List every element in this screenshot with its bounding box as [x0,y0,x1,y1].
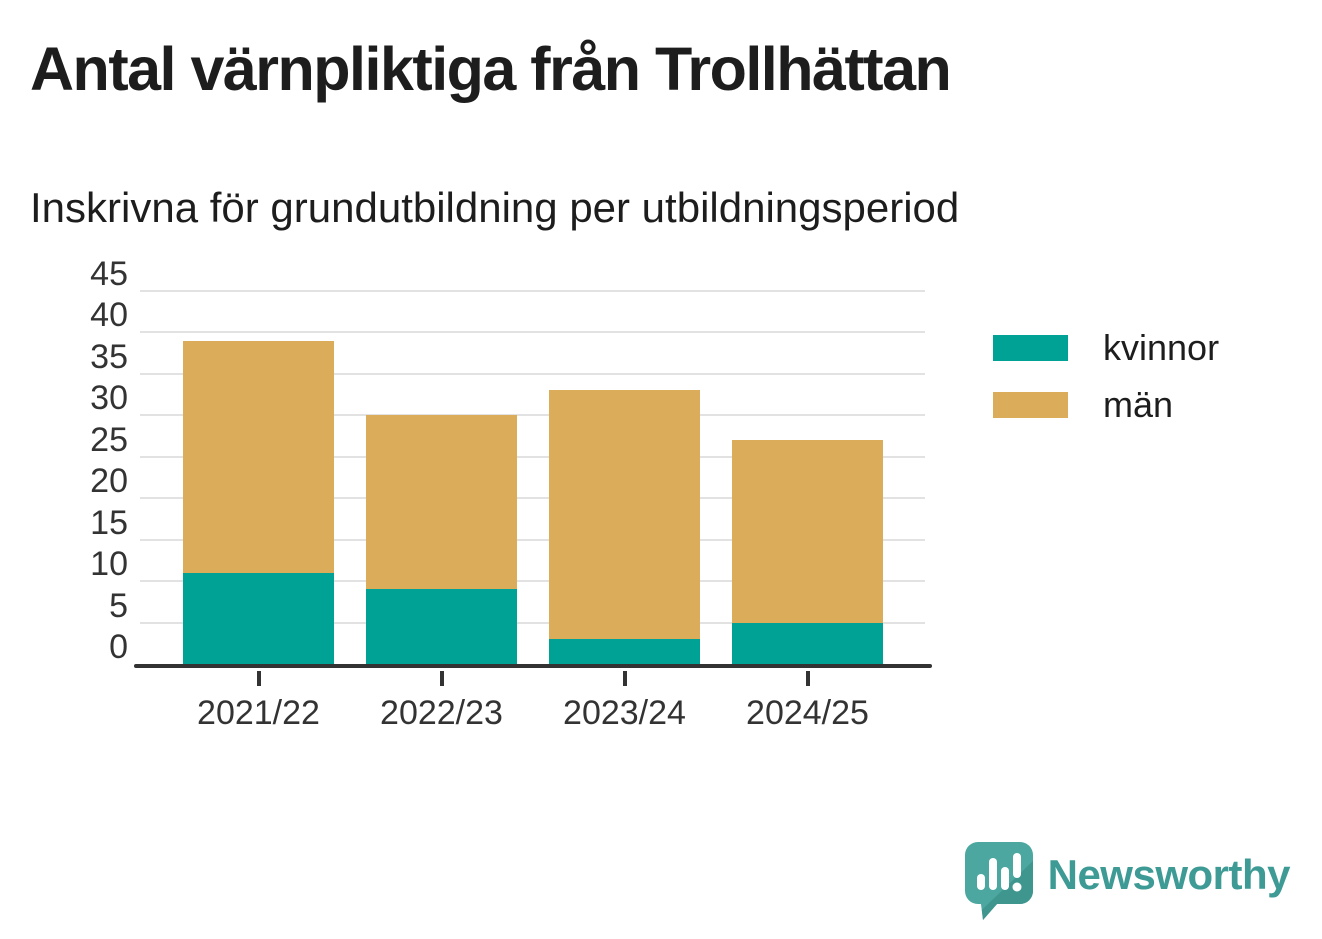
legend-swatch-män [993,392,1068,418]
y-tick-label-5: 5 [109,586,128,625]
x-axis-labels: 2021/22 2022/23 2023/24 2024/25 [140,694,925,733]
x-tick-label-2022/23: 2022/23 [380,694,503,732]
bar-2023/24 [549,291,700,686]
x-tick-2021/22 [256,671,261,686]
gridline-y-25 [140,455,925,458]
gridline-y-40 [140,331,925,334]
bar-segment-kvinnor-2023/24 [549,639,700,664]
plot-area [134,290,932,686]
newsworthy-brand: Newsworthy [964,841,1291,923]
bar-2022/23 [366,291,517,686]
legend-swatch-kvinnor [993,335,1068,361]
y-tick-label-15: 15 [90,503,128,542]
legend-item-män: män [993,387,1219,423]
x-tick-label-2021/22: 2021/22 [197,694,320,732]
y-tick-label-45: 45 [90,255,128,293]
chart-legend: kvinnor män [993,330,1219,449]
y-tick-label-20: 20 [90,462,128,501]
x-tick-2024/25 [805,671,810,686]
x-tick-2022/23 [439,671,444,686]
bars-row [140,291,925,686]
legend-label-män: män [1103,384,1174,425]
x-axis-line [134,664,932,668]
bar-segment-kvinnor-2022/23 [366,589,517,664]
bar-segment-män-2021/22 [183,340,334,573]
stacked-bar-chart: 0 5 10 15 20 25 30 35 40 45 2021/22 2022/23 2023/24… [30,257,932,733]
newsworthy-logo-icon [964,842,1033,920]
gridline-y-10 [140,580,925,583]
bar-segment-män-2023/24 [549,390,700,640]
bar-segment-kvinnor-2024/25 [732,622,883,664]
legend-item-kvinnor: kvinnor [993,330,1219,366]
x-tick-label-2024/25: 2024/25 [746,694,869,732]
legend-label-kvinnor: kvinnor [1103,327,1220,368]
y-tick-label-40: 40 [90,296,128,335]
brand-name: Newsworthy [1047,851,1291,898]
y-tick-label-30: 30 [90,379,128,418]
chart-subtitle: Inskrivna för grundutbildning per utbild… [30,184,960,231]
y-tick-label-0: 0 [109,628,128,666]
bar-segment-män-2024/25 [732,440,883,623]
page-title: Antal värnpliktiga från Trollhättan [30,35,952,103]
gridline-y-30 [140,414,925,417]
y-tick-label-25: 25 [90,420,128,459]
y-axis: 0 5 10 15 20 25 30 35 40 45 [30,257,140,666]
gridline-y-15 [140,538,925,541]
gridline-y-45 [140,290,925,292]
y-tick-label-35: 35 [90,337,128,376]
x-tick-2023/24 [622,671,627,686]
bar-segment-kvinnor-2021/22 [183,572,334,664]
bar-2024/25 [732,291,883,686]
y-tick-label-10: 10 [90,545,128,584]
gridline-y-35 [140,372,925,375]
gridline-y-5 [140,621,925,624]
x-tick-label-2023/24: 2023/24 [563,694,686,732]
bar-2021/22 [183,291,334,686]
gridline-y-20 [140,497,925,500]
bar-segment-män-2022/23 [366,415,517,590]
